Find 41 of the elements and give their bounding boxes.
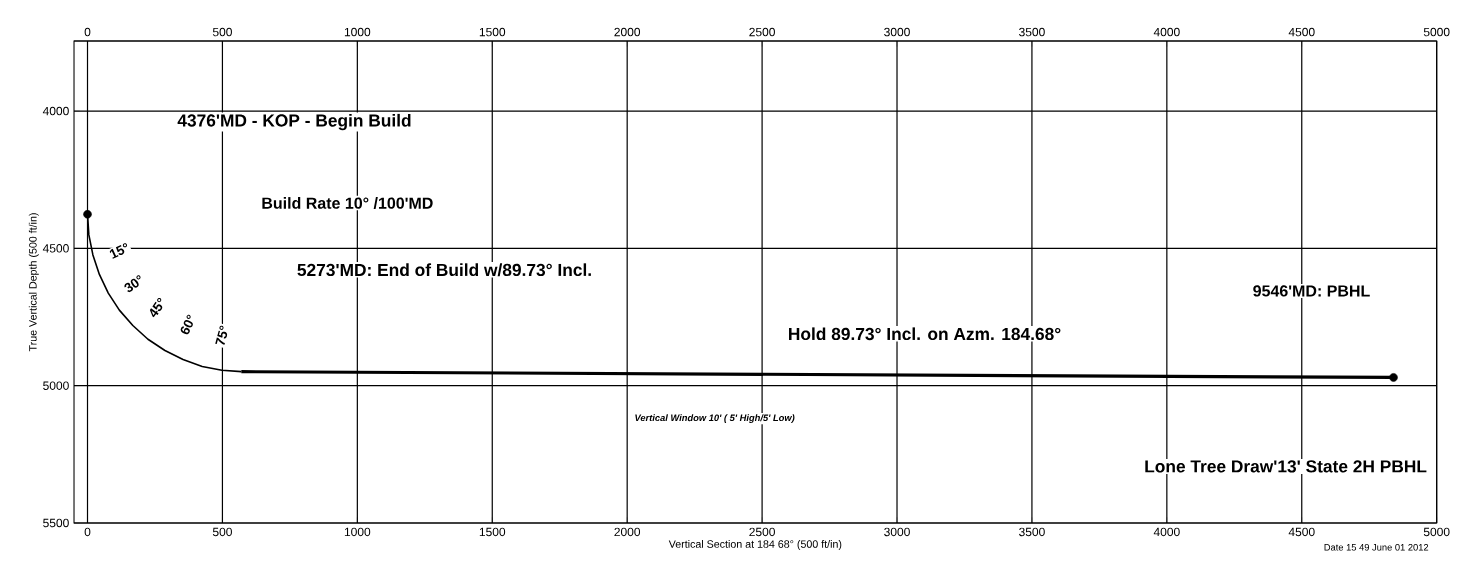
annotation: 75° (215, 325, 228, 345)
annotation: Vertical Window 10' ( 5' High/5' Low) (635, 414, 795, 423)
x-tick-label: 500 (212, 527, 232, 537)
annotation: 9546'MD: PBHL (1253, 285, 1370, 297)
x2-tick-label: 2500 (749, 27, 775, 37)
x2-tick-label: 500 (212, 27, 232, 37)
y-tick-label: 4500 (42, 244, 69, 253)
y-tick-label: 5500 (43, 518, 69, 528)
x-tick-label: 2000 (614, 527, 641, 537)
x-tick-label: 1000 (344, 527, 371, 537)
x2-tick-label: 1500 (479, 27, 506, 37)
annotation: Build Rate 10° /100'MD (262, 197, 433, 209)
x2-tick-label: 4000 (1153, 27, 1180, 37)
x-tick-label: 3500 (1019, 527, 1045, 537)
x-tick-label: 4500 (1288, 527, 1315, 537)
text: Date 15 49 June 01 2012 (1324, 544, 1429, 551)
x-tick-label: 5000 (1423, 527, 1450, 537)
y-axis-title: True Vertical Depth (500 ft/in) (28, 213, 39, 352)
annotation: 45° (149, 297, 163, 318)
x-tick-label: 3000 (884, 527, 910, 537)
y-tick-label: 5000 (43, 381, 69, 390)
x2-tick-label: 0 (84, 27, 91, 37)
annotation: Lone Tree Draw'13' State 2H PBHL (1145, 460, 1427, 473)
annotation: 30° (124, 275, 141, 293)
x2-tick-label: 1000 (344, 27, 371, 37)
x-tick-label: 0 (84, 527, 91, 537)
annotation: 60° (180, 314, 193, 335)
x-tick-label: 2500 (749, 527, 775, 537)
annotation: 4376'MD - KOP - Begin Build (177, 113, 411, 131)
x2-tick-label: 2000 (614, 27, 641, 37)
x2-tick-label: 3500 (1019, 27, 1045, 37)
x-tick-label: 4000 (1153, 527, 1180, 537)
y-tick-label: 4000 (42, 106, 69, 116)
x2-tick-label: 5000 (1423, 27, 1450, 37)
annotation: 5273'MD: End of Build w/89.73° Incl. (297, 263, 591, 277)
x-axis-title: Vertical Section at 184 68° (500 ft/in) (668, 540, 842, 550)
x-tick-label: 1500 (479, 527, 506, 537)
x2-tick-label: 3000 (884, 27, 910, 37)
x2-tick-label: 4500 (1288, 27, 1315, 37)
annotation: 15° (109, 243, 128, 259)
annotation: Hold 89.73° Incl. on Azm. 184.68° (789, 327, 1061, 341)
